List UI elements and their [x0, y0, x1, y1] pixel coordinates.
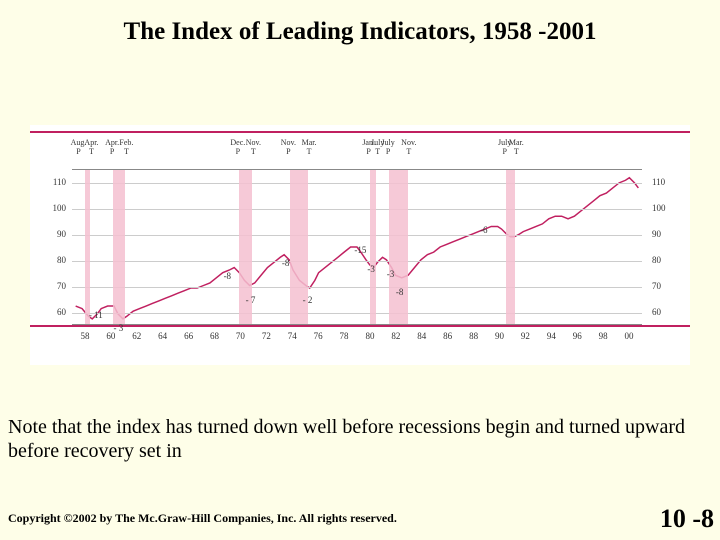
peak-trough-label: Apr.P	[105, 139, 119, 157]
value-annotation: - 7	[246, 295, 256, 305]
page-title: The Index of Leading Indicators, 1958 -2…	[0, 0, 720, 46]
x-tick-label: 66	[184, 331, 193, 341]
y-tick-label-right: 80	[652, 255, 676, 265]
x-tick-label: 62	[132, 331, 141, 341]
y-tick-label: 80	[42, 255, 66, 265]
x-tick-label: 78	[340, 331, 349, 341]
chart-top-rule	[30, 131, 690, 133]
y-tick-label-right: 60	[652, 307, 676, 317]
x-tick-label: 70	[236, 331, 245, 341]
value-annotation: - 2	[303, 295, 313, 305]
x-tick-label: 74	[288, 331, 297, 341]
recession-band	[370, 170, 376, 324]
x-tick-label: 80	[365, 331, 374, 341]
peak-trough-label: Dec.P	[230, 139, 245, 157]
plot-area: - 11- 3-8- 7-8- 2-15-3-3-8-6	[72, 169, 642, 325]
y-tick-label-right: 110	[652, 177, 676, 187]
value-annotation: -3	[387, 269, 395, 279]
x-tick-label: 68	[210, 331, 219, 341]
chart-bottom-rule	[30, 325, 690, 327]
x-tick-label: 64	[158, 331, 167, 341]
recession-band	[389, 170, 407, 324]
y-tick-label-right: 70	[652, 281, 676, 291]
recession-band	[113, 170, 125, 324]
y-tick-label: 70	[42, 281, 66, 291]
page-number: 10 -8	[660, 504, 714, 534]
x-tick-label: 98	[599, 331, 608, 341]
recession-band	[85, 170, 90, 324]
y-tick-label: 100	[42, 203, 66, 213]
peak-trough-label: Nov.P	[281, 139, 296, 157]
copyright-text: Copyright ©2002 by The Mc.Graw-Hill Comp…	[8, 511, 397, 526]
recession-band	[506, 170, 515, 324]
value-annotation: - 11	[89, 310, 103, 320]
x-tick-label: 88	[469, 331, 478, 341]
peak-trough-label: Nov.T	[246, 139, 261, 157]
peak-trough-label: Mar.T	[302, 139, 317, 157]
x-tick-label: 92	[521, 331, 530, 341]
peak-trough-label: Nov.T	[401, 139, 416, 157]
value-annotation: -6	[480, 225, 488, 235]
peak-trough-label: Apr.T	[84, 139, 98, 157]
x-tick-label: 76	[314, 331, 323, 341]
value-annotation: -8	[282, 258, 290, 268]
value-annotation: -8	[224, 271, 232, 281]
chart-container: Aug.PApr.TApr.PFeb.TDec.PNov.TNov.PMar.T…	[30, 125, 690, 365]
y-tick-label-right: 90	[652, 229, 676, 239]
x-tick-label: 60	[106, 331, 115, 341]
x-tick-label: 82	[391, 331, 400, 341]
y-tick-label: 60	[42, 307, 66, 317]
peak-trough-label: JulyP	[381, 139, 394, 157]
x-tick-label: 84	[417, 331, 426, 341]
x-tick-label: 90	[495, 331, 504, 341]
x-tick-label: 86	[443, 331, 452, 341]
chart-note: Note that the index has turned down well…	[8, 415, 713, 463]
value-annotation: -15	[354, 245, 366, 255]
x-tick-label: 72	[262, 331, 271, 341]
x-tick-label: 96	[573, 331, 582, 341]
peak-trough-label: Mar.T	[509, 139, 524, 157]
y-tick-label: 90	[42, 229, 66, 239]
y-tick-label-right: 100	[652, 203, 676, 213]
peak-trough-label: Feb.T	[119, 139, 133, 157]
x-tick-label: 94	[547, 331, 556, 341]
value-annotation: -3	[367, 264, 375, 274]
x-tick-label: 00	[625, 331, 634, 341]
x-tick-label: 58	[80, 331, 89, 341]
y-tick-label: 110	[42, 177, 66, 187]
value-annotation: -8	[396, 287, 404, 297]
